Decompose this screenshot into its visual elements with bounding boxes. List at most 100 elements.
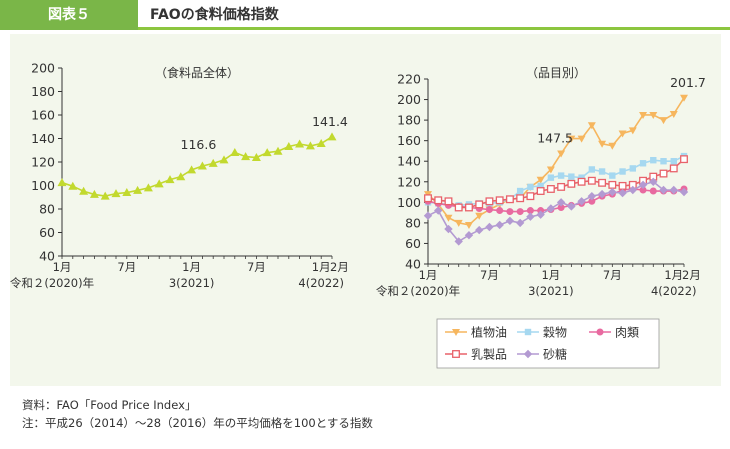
- data-point: [176, 172, 186, 181]
- data-point: [133, 185, 143, 194]
- data-point: [516, 208, 524, 216]
- data-point: [273, 146, 283, 155]
- data-point: [423, 211, 433, 220]
- data-point: [659, 185, 668, 195]
- x-tick-label: 1月: [312, 260, 331, 274]
- footnotes: 資料：FAO「Food Price Index」 注：平成26（2014）～28…: [22, 396, 373, 432]
- x-tick-label: 7月: [247, 260, 266, 274]
- y-tick-label: 100: [397, 195, 421, 210]
- x-tick-label: 2月: [682, 268, 701, 282]
- data-point: [165, 175, 175, 184]
- data-point: [618, 181, 627, 190]
- x-tick-label: 1月: [664, 268, 683, 282]
- data-point: [464, 221, 473, 229]
- data-point: [597, 189, 607, 199]
- data-point: [495, 220, 504, 230]
- data-point: [598, 168, 606, 175]
- legend-marker: [452, 350, 460, 358]
- series-植物油: [424, 94, 688, 229]
- y-tick-label: 40: [39, 249, 55, 264]
- data-point: [577, 177, 586, 186]
- data-point: [638, 180, 648, 190]
- data-point: [79, 186, 89, 195]
- legend-item: 砂糖: [517, 347, 567, 362]
- data-point: [557, 172, 565, 179]
- y-tick-label: 80: [405, 215, 421, 230]
- x-tick-sublabel: 3(2021): [528, 284, 574, 298]
- data-point: [660, 158, 667, 165]
- series-肉類: [424, 185, 688, 216]
- data-point: [619, 168, 626, 175]
- y-tick-label: 120: [31, 155, 55, 170]
- data-point: [454, 237, 463, 246]
- data-point: [669, 164, 678, 173]
- source-note: 資料：FAO「Food Price Index」: [22, 398, 197, 412]
- data-point: [527, 183, 534, 191]
- data-point: [444, 214, 453, 222]
- data-point: [475, 200, 484, 209]
- data-point: [669, 185, 678, 195]
- legend-item: 植物油: [445, 325, 507, 340]
- data-point: [143, 183, 153, 192]
- legend-label: 乳製品: [471, 348, 507, 362]
- charts-svg: （食料品全体） 40 60 80 100 120 140 160 180 200 1月令和２(202…: [10, 61, 706, 369]
- data-point: [526, 212, 535, 221]
- series-all: [57, 132, 337, 200]
- data-point: [556, 198, 566, 207]
- y-tick-label: 200: [31, 61, 55, 76]
- data-point: [536, 187, 545, 195]
- data-point: [587, 176, 596, 185]
- data-point: [154, 179, 164, 188]
- data-point: [598, 140, 607, 148]
- data-point: [515, 218, 525, 228]
- data-point: [496, 207, 504, 215]
- data-point: [587, 191, 597, 201]
- data-point: [475, 212, 484, 220]
- data-point: [669, 110, 678, 118]
- figure-title: FAOの食料価格指数: [150, 7, 279, 23]
- data-point: [670, 158, 677, 165]
- legend-label: 肉類: [615, 326, 639, 340]
- legend-marker: [523, 349, 533, 359]
- data-point: [680, 94, 688, 102]
- data-point: [618, 130, 627, 138]
- data-label: 116.6: [181, 137, 217, 152]
- legend-marker: [596, 328, 604, 336]
- data-point: [434, 206, 443, 215]
- data-point: [578, 174, 585, 181]
- data-point: [444, 224, 453, 234]
- data-point: [608, 180, 617, 189]
- data-point: [628, 127, 637, 135]
- data-point: [230, 147, 240, 156]
- data-point: [629, 165, 636, 172]
- x-tick-sublabel: 令和２(2020)年: [376, 284, 460, 298]
- x-tick-sublabel: 4(2022): [298, 276, 344, 290]
- data-point: [454, 203, 463, 212]
- y-tick-label: 140: [397, 154, 421, 169]
- data-point: [609, 172, 616, 179]
- data-point: [608, 142, 617, 150]
- data-point: [608, 187, 617, 197]
- data-point: [587, 122, 596, 130]
- legend-label: 植物油: [471, 325, 507, 340]
- data-point: [588, 197, 596, 205]
- y-tick-label: 60: [39, 225, 55, 240]
- data-point: [547, 174, 555, 181]
- legend-label: 砂糖: [543, 347, 567, 362]
- legend-label: 穀物: [543, 326, 567, 340]
- legend-marker: [524, 328, 532, 336]
- y-tick-label: 160: [397, 133, 421, 148]
- data-point: [444, 197, 453, 206]
- data-point: [316, 139, 326, 148]
- chart-title: （品目別）: [526, 66, 586, 80]
- data-point: [485, 222, 494, 232]
- data-label: 147.5: [537, 131, 573, 146]
- legend-box: [436, 318, 660, 369]
- y-tick-label: 160: [31, 108, 55, 123]
- data-point: [537, 182, 544, 190]
- x-tick-sublabel: 令和２(2020)年: [10, 276, 94, 290]
- x-tick-label: 7月: [117, 260, 136, 274]
- x-tick-label: 1月: [419, 268, 438, 282]
